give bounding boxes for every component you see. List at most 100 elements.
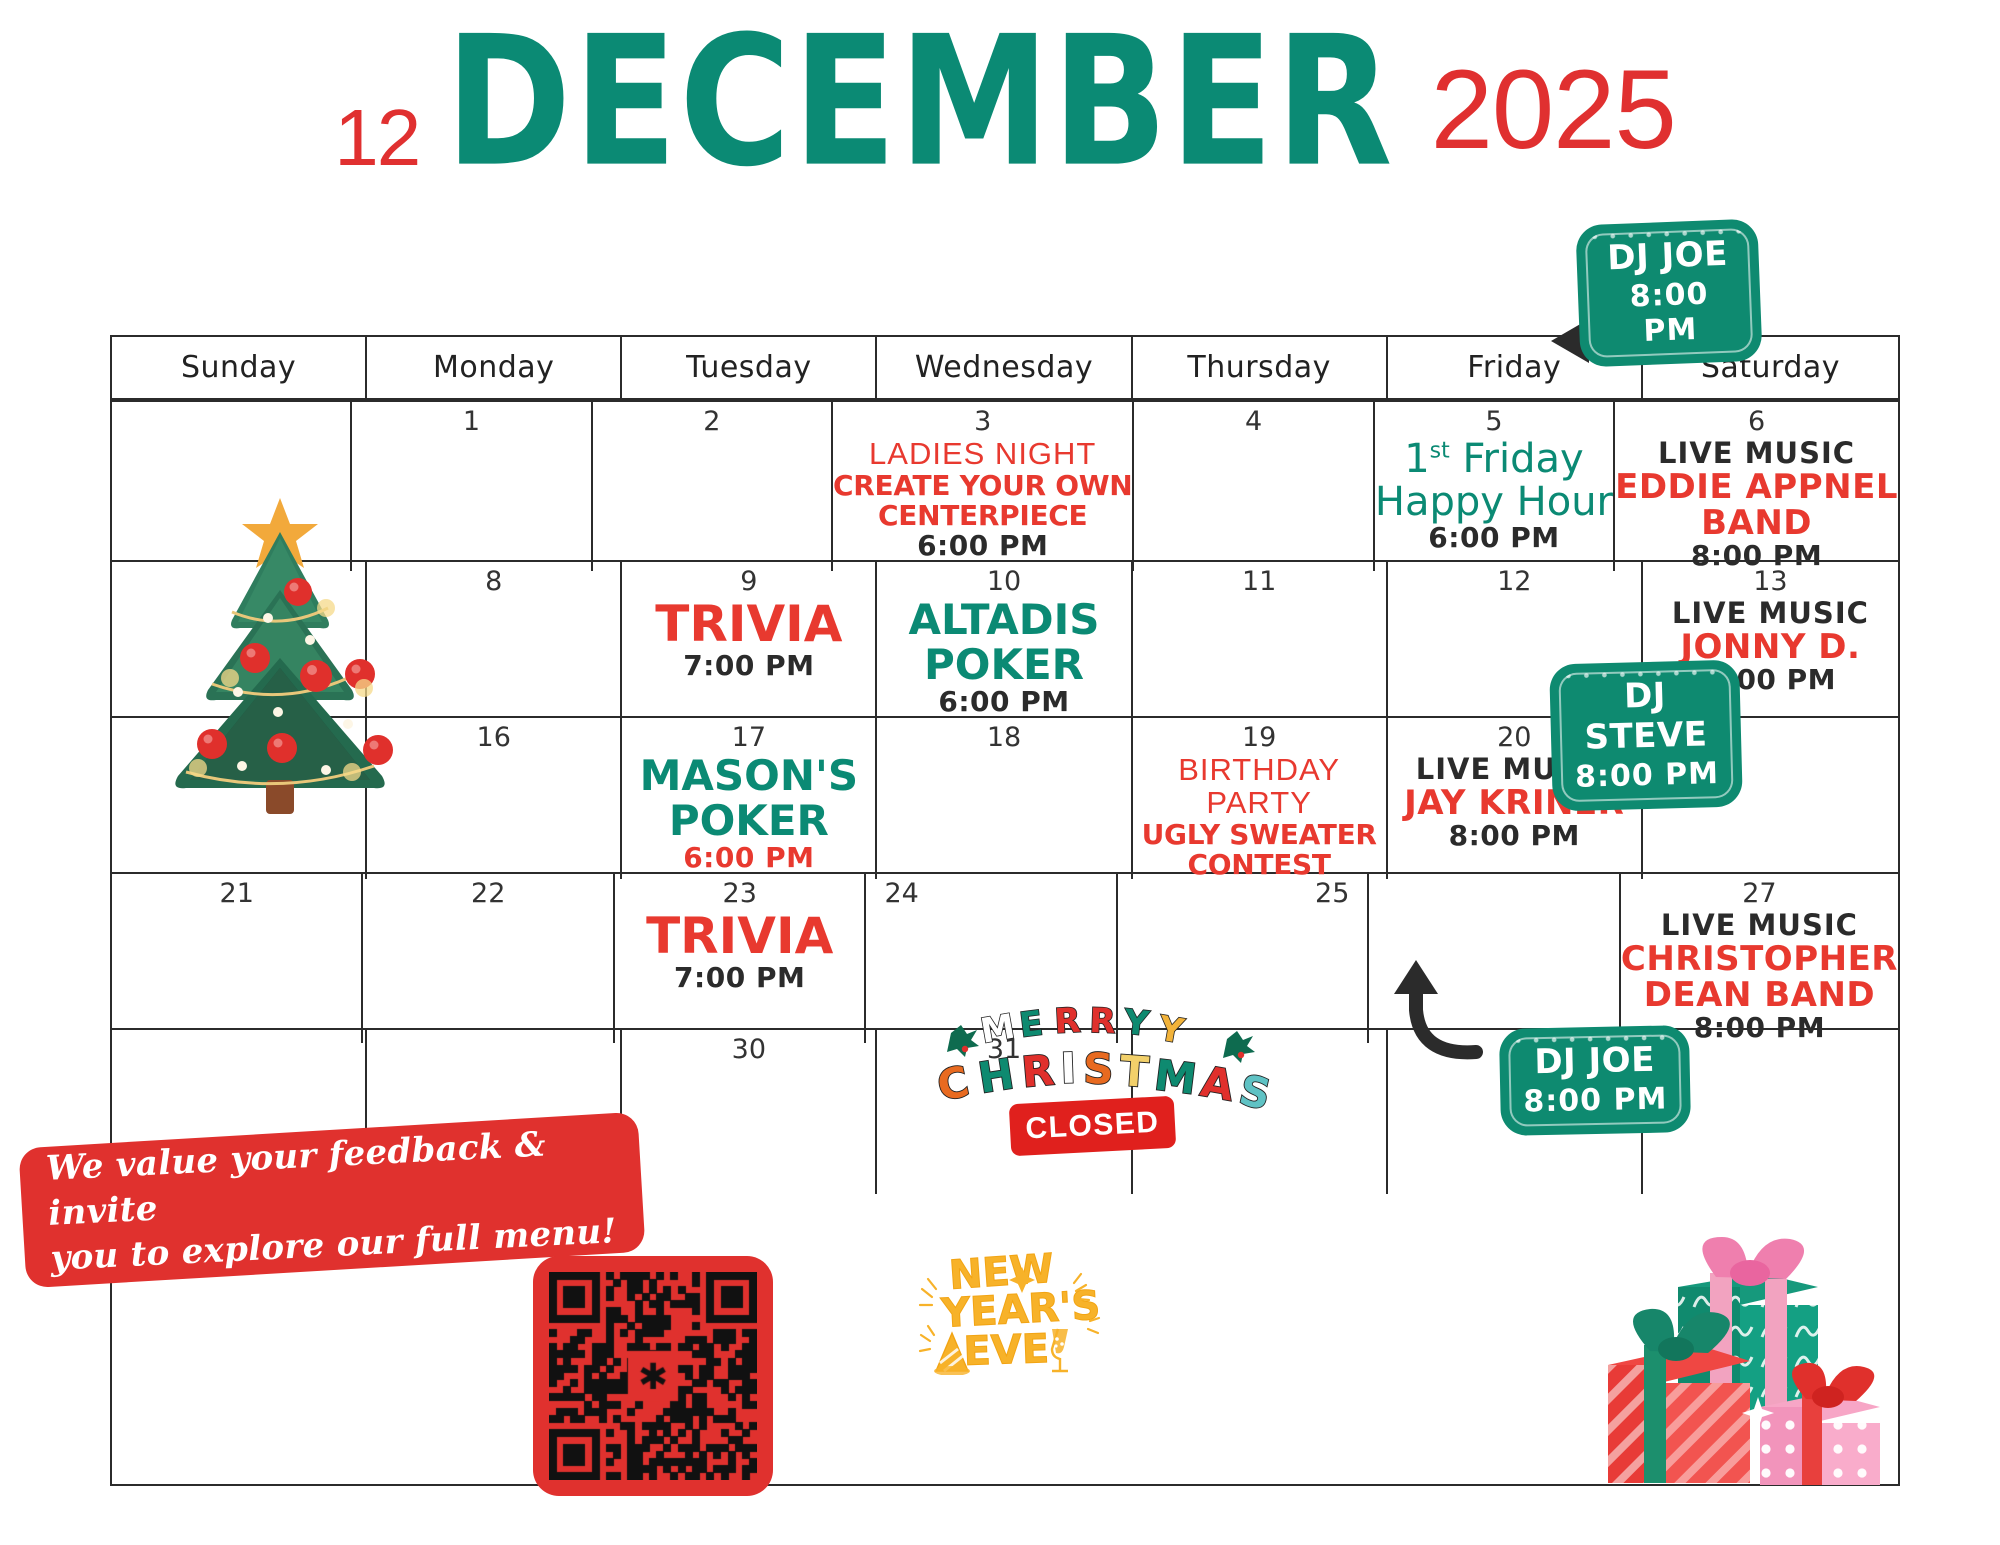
calendar-day-18[interactable]: 18	[877, 718, 1133, 880]
calendar-day-30[interactable]: 30	[622, 1030, 878, 1194]
calendar-day-13[interactable]: 13 LIVE MUSIC JONNY D. 8:00 PM	[1643, 562, 1898, 717]
calendar-day-27[interactable]: 27 LIVE MUSIC CHRISTOPHER DEAN BAND 8:00 PM	[1621, 874, 1898, 1043]
year-label: 2025	[1430, 47, 1677, 172]
calendar-day-empty[interactable]	[1133, 1030, 1388, 1194]
calendar-day-24[interactable]: 24	[866, 874, 1118, 1043]
day-number: 30	[731, 1034, 767, 1065]
month-number: 12	[334, 93, 421, 182]
event-line: PARTY	[1206, 785, 1312, 821]
calendar-day-19[interactable]: 19 BIRTHDAY PARTY UGLY SWEATER CONTEST	[1133, 718, 1388, 881]
event-line: 7:00 PM	[683, 649, 815, 683]
dj-badge-djsteve[interactable]: DJ STEVE 8:00 PM	[1549, 659, 1743, 812]
event-block: LADIES NIGHT CREATE YOUR OWN CENTERPIECE 6:…	[832, 436, 1133, 560]
svg-text:T: T	[1118, 1046, 1150, 1097]
weekday-header-thursday: Thursday	[1133, 337, 1388, 398]
calendar-day-16[interactable]: 16	[367, 718, 623, 880]
qr-code[interactable]	[533, 1256, 773, 1496]
merry-christmas-graphic: M E R R Y Y C H R I S T M A S	[932, 1000, 1285, 1121]
calendar-day-10[interactable]: 10 ALTADIS POKER 6:00 PM	[877, 562, 1133, 718]
event-block: LIVE MUSIC CHRISTOPHER DEAN BAND 8:00 PM	[1621, 910, 1898, 1042]
svg-text:EVE: EVE	[963, 1326, 1050, 1375]
event-line: LIVE MUSIC	[1660, 908, 1858, 943]
dj-badge-time: 8:00 PM	[1574, 756, 1720, 795]
event-line: LIVE MUSIC	[1658, 436, 1856, 471]
svg-text:E: E	[1017, 1005, 1045, 1046]
event-block: TRIVIA 7:00 PM	[622, 598, 875, 681]
calendar-day-21[interactable]: 21	[112, 874, 364, 1043]
svg-text:C: C	[935, 1056, 973, 1110]
calendar-day-9[interactable]: 9 TRIVIA 7:00 PM	[622, 562, 878, 718]
day-number: 8	[485, 566, 503, 597]
dj-badge-djjoe-bottom[interactable]: DJ JOE 8:00 PM	[1498, 1025, 1692, 1136]
weekday-header-row: Sunday Monday Tuesday Wednesday Thursday Frid…	[110, 335, 1900, 402]
calendar-day-3[interactable]: 3 LADIES NIGHT CREATE YOUR OWN CENTERPIECE 6…	[832, 402, 1135, 571]
svg-text:M: M	[978, 1007, 1018, 1052]
event-block: LIVE MUSIC EDDIE APPNEL BAND 8:00 PM	[1615, 438, 1898, 570]
calendar-day-8[interactable]: 8	[367, 562, 623, 718]
svg-text:S: S	[1235, 1065, 1275, 1115]
calendar-day-6[interactable]: 6 LIVE MUSIC EDDIE APPNEL BAND 8:00 PM	[1615, 402, 1898, 571]
calendar-day-empty[interactable]	[112, 1030, 368, 1194]
day-number: 27	[1742, 878, 1777, 909]
dj-badge-djjoe-top[interactable]: DJ JOE 8:00 PM	[1575, 218, 1763, 368]
calendar-grid: Sunday Monday Tuesday Wednesday Thursday Frid…	[110, 335, 1900, 1490]
day-number: 23	[722, 878, 757, 909]
day-number: 2	[703, 406, 721, 437]
svg-text:R: R	[1053, 1005, 1081, 1042]
event-line: POKER	[668, 795, 829, 845]
svg-text:Y: Y	[1154, 1008, 1187, 1052]
event-block: TRIVIA 7:00 PM	[615, 910, 864, 993]
event-line: TRIVIA	[655, 595, 843, 654]
day-number: 25	[1315, 878, 1350, 909]
calendar-day-empty[interactable]	[367, 1030, 623, 1194]
day-number: 12	[1497, 566, 1532, 597]
event-line: 8:00 PM	[1693, 1011, 1826, 1045]
day-number: 9	[740, 566, 758, 597]
dj-badge-time: 8:00 PM	[1629, 276, 1710, 349]
event-line: JONNY D.	[1680, 627, 1861, 668]
day-number: 18	[986, 722, 1022, 753]
event-line: 6:00 PM	[683, 841, 815, 875]
calendar-day-1[interactable]: 1	[352, 402, 593, 571]
event-line: 7:00 PM	[674, 961, 806, 995]
event-line: EDDIE APPNEL	[1615, 467, 1898, 508]
dj-badge-time: 8:00 PM	[1523, 1081, 1668, 1120]
weekday-header-monday: Monday	[367, 337, 623, 398]
day-number: 24	[884, 878, 919, 909]
calendar-day-22[interactable]: 22	[363, 874, 615, 1043]
weekday-header-wednesday: Wednesday	[877, 337, 1133, 398]
day-number: 31	[986, 1034, 1022, 1065]
event-line: 8:00 PM	[1690, 539, 1823, 573]
day-number: 10	[986, 566, 1022, 597]
closed-sign: CLOSED	[1008, 1095, 1177, 1157]
dj-badge-name: DJ STEVE	[1584, 675, 1708, 758]
calendar-day-5[interactable]: 5 1st Friday Happy Hour 6:00 PM	[1375, 402, 1616, 571]
weekday-header-friday: Friday	[1388, 337, 1643, 398]
svg-text:NEW: NEW	[947, 1246, 1055, 1299]
calendar-day-11[interactable]: 11	[1133, 562, 1388, 718]
event-line: CREATE YOUR OWN	[832, 469, 1133, 503]
calendar-week-row: 8 9 TRIVIA 7:00 PM 10 ALTADIS POKER 6:00 PM 11 12…	[112, 562, 1898, 718]
dj-badge-name: DJ JOE	[1606, 233, 1729, 279]
calendar-day-empty[interactable]	[112, 562, 368, 718]
calendar-day-4[interactable]: 4	[1134, 402, 1375, 571]
day-number: 16	[476, 722, 511, 753]
day-number: 19	[1241, 722, 1277, 753]
event-line: 1st Friday	[1404, 436, 1584, 483]
calendar-day-12[interactable]: 12	[1388, 562, 1643, 718]
calendar-day-25[interactable]: 25	[1118, 874, 1370, 1043]
svg-text:R: R	[1089, 1005, 1117, 1042]
day-number: 20	[1497, 722, 1532, 753]
calendar-day-empty[interactable]	[112, 402, 353, 571]
calendar-day-empty[interactable]	[1369, 874, 1621, 1043]
calendar-day-2[interactable]: 2	[593, 402, 833, 571]
event-line: LADIES NIGHT	[869, 436, 1097, 472]
day-number: 17	[731, 722, 767, 753]
calendar-day-17[interactable]: 17 MASON'S POKER 6:00 PM	[622, 718, 878, 880]
day-number: 22	[471, 878, 506, 909]
calendar-day-23[interactable]: 23 TRIVIA 7:00 PM	[615, 874, 867, 1043]
event-line: BAND	[1701, 503, 1812, 544]
day-number: 11	[1241, 566, 1277, 597]
event-line: CONTEST	[1187, 847, 1331, 881]
